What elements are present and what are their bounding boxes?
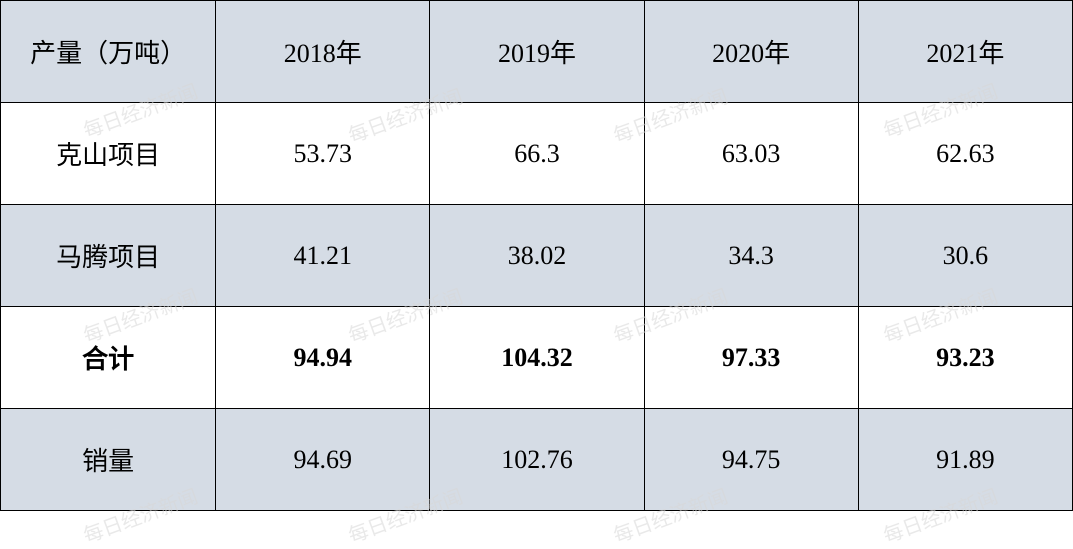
cell-value: 53.73 xyxy=(216,103,430,205)
cell-value: 66.3 xyxy=(430,103,644,205)
col-header-2018: 2018年 xyxy=(216,1,430,103)
table-header-row: 产量（万吨） 2018年 2019年 2020年 2021年 xyxy=(1,1,1073,103)
col-header-2019: 2019年 xyxy=(430,1,644,103)
row-label: 销量 xyxy=(1,409,216,511)
cell-value: 104.32 xyxy=(430,307,644,409)
cell-value: 94.75 xyxy=(644,409,858,511)
production-table: 产量（万吨） 2018年 2019年 2020年 2021年 克山项目 53.7… xyxy=(0,0,1073,511)
cell-value: 38.02 xyxy=(430,205,644,307)
table-row: 马腾项目 41.21 38.02 34.3 30.6 xyxy=(1,205,1073,307)
col-header-label: 产量（万吨） xyxy=(1,1,216,103)
table-sales-row: 销量 94.69 102.76 94.75 91.89 xyxy=(1,409,1073,511)
row-label: 合计 xyxy=(1,307,216,409)
cell-value: 30.6 xyxy=(858,205,1072,307)
col-header-2021: 2021年 xyxy=(858,1,1072,103)
cell-value: 34.3 xyxy=(644,205,858,307)
cell-value: 94.94 xyxy=(216,307,430,409)
cell-value: 97.33 xyxy=(644,307,858,409)
cell-value: 93.23 xyxy=(858,307,1072,409)
row-label: 克山项目 xyxy=(1,103,216,205)
cell-value: 62.63 xyxy=(858,103,1072,205)
cell-value: 63.03 xyxy=(644,103,858,205)
col-header-2020: 2020年 xyxy=(644,1,858,103)
cell-value: 94.69 xyxy=(216,409,430,511)
table-total-row: 合计 94.94 104.32 97.33 93.23 xyxy=(1,307,1073,409)
cell-value: 102.76 xyxy=(430,409,644,511)
row-label: 马腾项目 xyxy=(1,205,216,307)
cell-value: 41.21 xyxy=(216,205,430,307)
cell-value: 91.89 xyxy=(858,409,1072,511)
table-row: 克山项目 53.73 66.3 63.03 62.63 xyxy=(1,103,1073,205)
